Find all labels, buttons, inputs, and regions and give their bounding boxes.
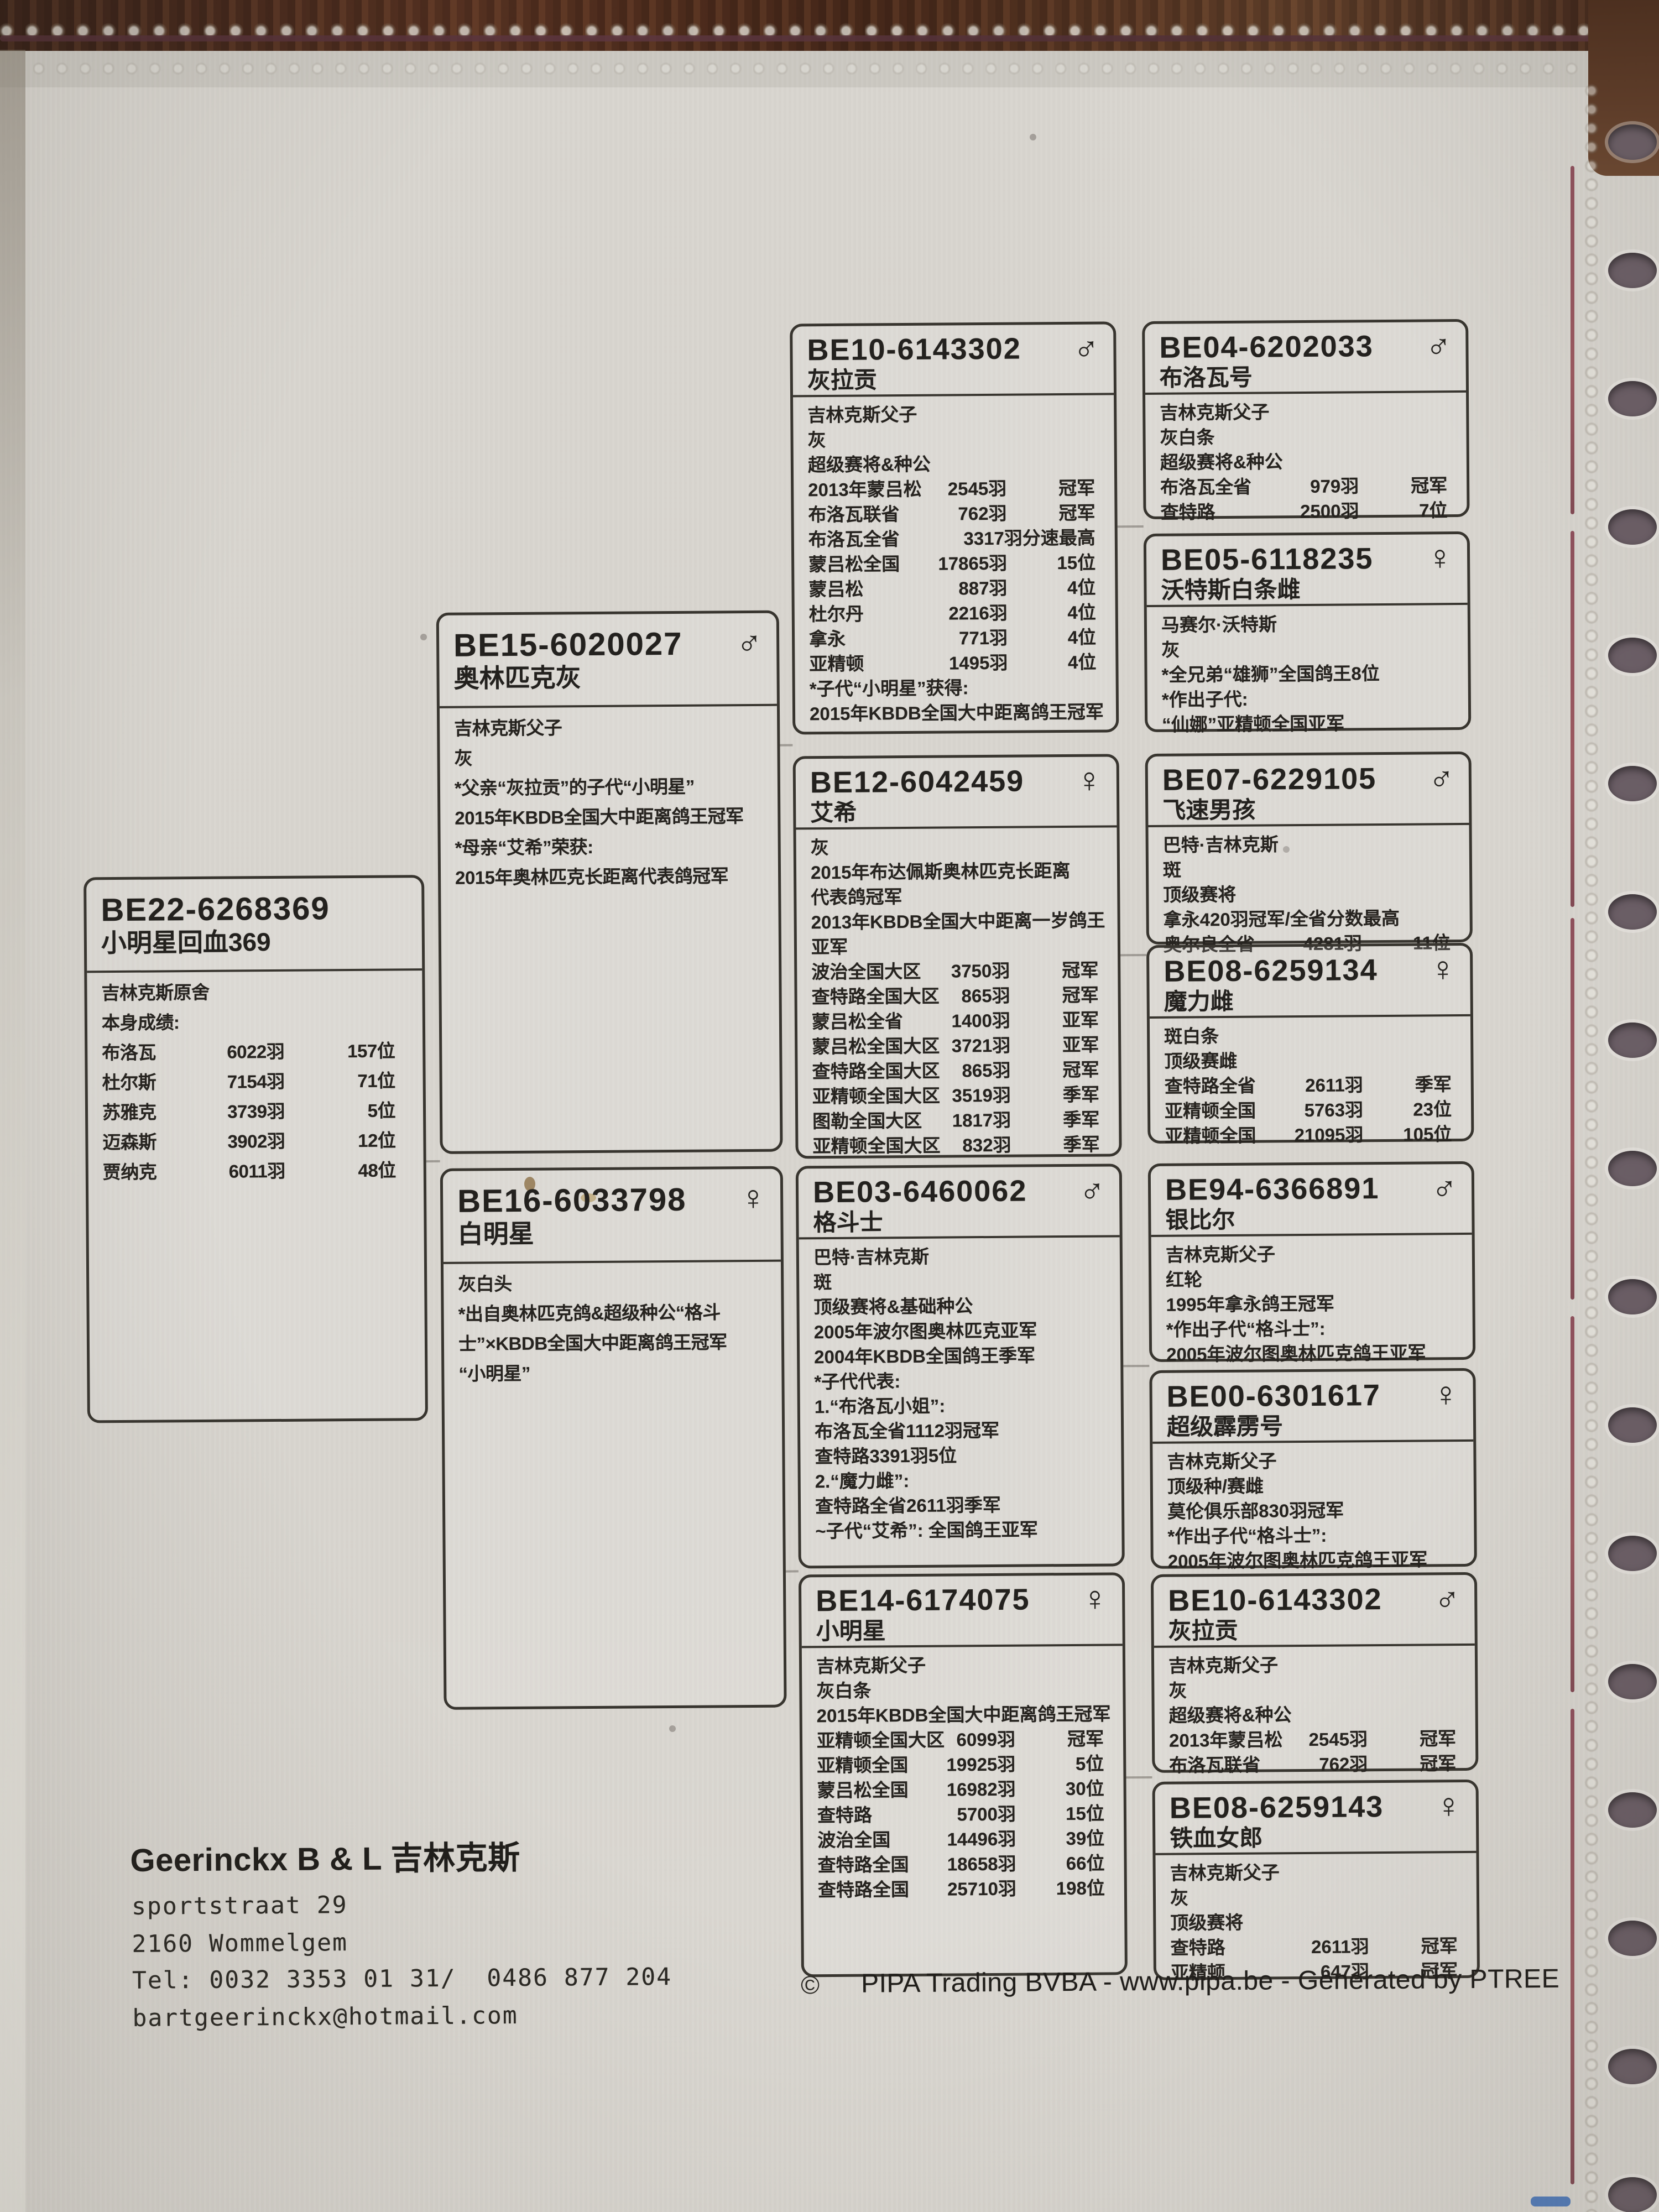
red-edge-segment bbox=[1571, 1709, 1574, 2184]
binder-edge-shadow bbox=[0, 35, 1615, 41]
binder-hole bbox=[1608, 381, 1657, 416]
page-left-edge-shadow bbox=[0, 50, 25, 2212]
paper-stain bbox=[524, 1177, 535, 1191]
binder-hole bbox=[1608, 1536, 1657, 1571]
red-edge-segment bbox=[1571, 1316, 1574, 1692]
binder-hole bbox=[1608, 1022, 1657, 1058]
paper-stain bbox=[581, 1193, 596, 1202]
red-edge-segment bbox=[1571, 918, 1574, 1300]
binder-hole bbox=[1608, 1921, 1657, 1956]
binder-hole bbox=[1608, 894, 1657, 930]
binder-hole bbox=[1608, 509, 1657, 545]
red-edge-segment bbox=[1571, 531, 1574, 907]
sleeve-seam-top-faint bbox=[33, 59, 1582, 79]
binder-hole bbox=[1608, 1407, 1657, 1443]
binder-hole bbox=[1608, 1279, 1657, 1314]
binder-hole bbox=[1608, 766, 1657, 801]
binder-hole bbox=[1608, 2049, 1657, 2084]
red-edge-segment bbox=[1571, 166, 1574, 514]
blue-tab-mark bbox=[1531, 2197, 1571, 2206]
binder-hole bbox=[1608, 1664, 1657, 1699]
dust-speck bbox=[1283, 846, 1290, 853]
dust-speck bbox=[669, 1725, 676, 1732]
binder-hole bbox=[1608, 1151, 1657, 1186]
binder-hole bbox=[1608, 124, 1657, 160]
binder-hole bbox=[1608, 1792, 1657, 1828]
binder-hole bbox=[1608, 638, 1657, 673]
binder-hole bbox=[1608, 253, 1657, 288]
sleeve-seam-right bbox=[1579, 83, 1604, 2212]
sleeve-seam-top bbox=[0, 15, 1604, 48]
dust-speck bbox=[1030, 134, 1036, 140]
binder-hole bbox=[1608, 2177, 1657, 2212]
dust-speck bbox=[420, 634, 427, 640]
